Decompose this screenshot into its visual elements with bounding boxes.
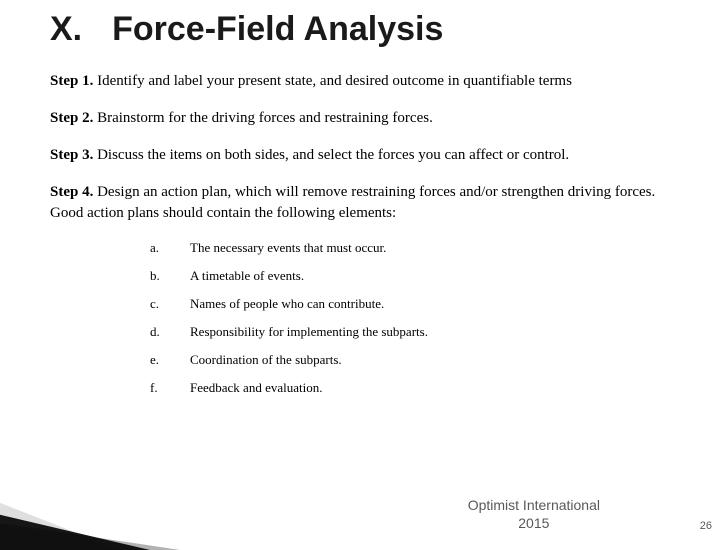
slide-content: X. Force-Field Analysis Step 1. Identify…: [0, 0, 720, 418]
decorative-corner: [0, 490, 180, 550]
list-item: e. Coordination of the subparts.: [150, 352, 680, 368]
brand-line-2: 2015: [468, 515, 600, 533]
item-letter: a.: [150, 240, 190, 256]
list-item: c. Names of people who can contribute.: [150, 296, 680, 312]
list-item: d. Responsibility for implementing the s…: [150, 324, 680, 340]
item-text: The necessary events that must occur.: [190, 240, 386, 256]
footer-brand: Optimist International 2015: [468, 497, 600, 532]
section-numeral: X.: [50, 10, 82, 49]
slide-title: Force-Field Analysis: [112, 10, 443, 49]
step-2: Step 2. Brainstorm for the driving force…: [50, 108, 680, 129]
item-text: Responsibility for implementing the subp…: [190, 324, 428, 340]
step-text: Brainstorm for the driving forces and re…: [97, 110, 433, 126]
item-text: Feedback and evaluation.: [190, 380, 322, 396]
list-item: f. Feedback and evaluation.: [150, 380, 680, 396]
step-text: Design an action plan, which will remove…: [50, 184, 655, 221]
sub-list: a. The necessary events that must occur.…: [150, 240, 680, 396]
item-letter: c.: [150, 296, 190, 312]
step-label: Step 3.: [50, 147, 93, 163]
step-label: Step 2.: [50, 110, 93, 126]
item-letter: d.: [150, 324, 190, 340]
step-label: Step 4.: [50, 184, 93, 200]
step-1: Step 1. Identify and label your present …: [50, 71, 680, 92]
page-number: 26: [700, 520, 712, 532]
step-3: Step 3. Discuss the items on both sides,…: [50, 145, 680, 166]
brand-line-1: Optimist International: [468, 497, 600, 515]
item-letter: f.: [150, 380, 190, 396]
list-item: a. The necessary events that must occur.: [150, 240, 680, 256]
list-item: b. A timetable of events.: [150, 268, 680, 284]
wedge-icon: [0, 510, 150, 550]
item-text: Coordination of the subparts.: [190, 352, 342, 368]
step-text: Discuss the items on both sides, and sel…: [97, 147, 569, 163]
step-4: Step 4. Design an action plan, which wil…: [50, 182, 680, 224]
item-text: A timetable of events.: [190, 268, 304, 284]
item-letter: b.: [150, 268, 190, 284]
step-label: Step 1.: [50, 73, 93, 89]
item-letter: e.: [150, 352, 190, 368]
step-text: Identify and label your present state, a…: [97, 73, 572, 89]
title-row: X. Force-Field Analysis: [50, 10, 680, 49]
item-text: Names of people who can contribute.: [190, 296, 384, 312]
